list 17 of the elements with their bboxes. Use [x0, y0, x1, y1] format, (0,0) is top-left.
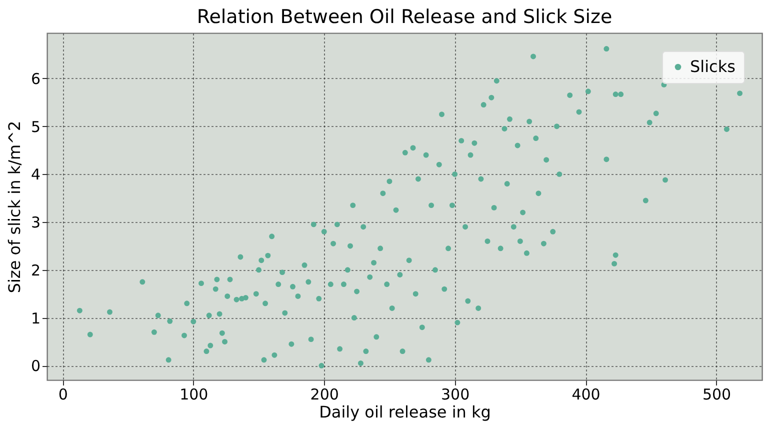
- x-axis-title: Daily oil release in kg: [319, 402, 491, 422]
- x-tick-label: 500: [702, 386, 732, 404]
- x-tick-label: 200: [310, 386, 339, 404]
- y-tick-label: 6: [30, 70, 40, 88]
- legend-label: Slicks: [690, 57, 736, 76]
- y-tick-label: 5: [30, 118, 40, 136]
- y-tick-label: 3: [30, 214, 40, 232]
- x-tick-label: 0: [58, 386, 68, 404]
- x-tick-label: 300: [441, 386, 470, 404]
- chart-title: Relation Between Oil Release and Slick Size: [196, 6, 612, 28]
- y-tick-label: 0: [30, 357, 40, 376]
- y-tick-label: 1: [30, 309, 40, 328]
- x-tick-label: 400: [572, 386, 600, 404]
- y-tick-label: 2: [30, 261, 40, 280]
- y-axis-title: Size of slick in k/m^2: [4, 120, 24, 294]
- y-tick-label: 4: [30, 166, 40, 184]
- x-tick-label: 100: [180, 386, 208, 404]
